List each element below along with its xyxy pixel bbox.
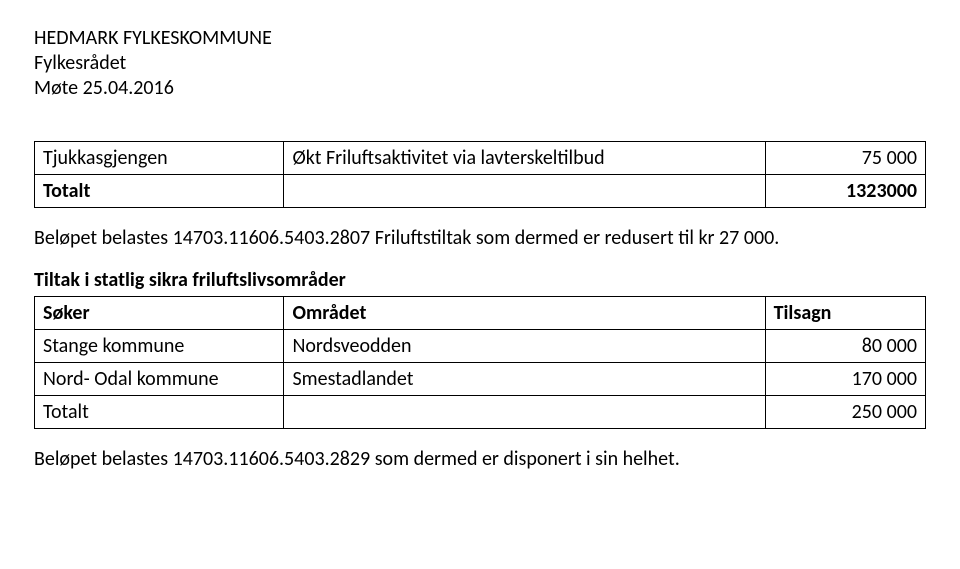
cell: Nord- Odal kommune	[35, 363, 284, 396]
table-1: Tjukkasgjengen Økt Friluftsaktivitet via…	[34, 141, 926, 208]
org-name: HEDMARK FYLKESKOMMUNE	[34, 26, 926, 51]
cell	[284, 396, 765, 429]
cell: Totalt	[35, 396, 284, 429]
table-row: Søker Området Tilsagn	[35, 297, 926, 330]
paragraph-2: Beløpet belastes 14703.11606.5403.2829 s…	[34, 447, 926, 471]
table-row: Totalt 250 000	[35, 396, 926, 429]
cell: 75 000	[765, 142, 925, 175]
cell: 1323000	[765, 175, 925, 208]
cell: Området	[284, 297, 765, 330]
cell: Nordsveodden	[284, 330, 765, 363]
cell: Smestadlandet	[284, 363, 765, 396]
cell: Tjukkasgjengen	[35, 142, 284, 175]
meeting-date: Møte 25.04.2016	[34, 76, 926, 101]
cell	[284, 175, 765, 208]
dept-name: Fylkesrådet	[34, 51, 926, 76]
cell: Stange kommune	[35, 330, 284, 363]
cell: 250 000	[765, 396, 925, 429]
cell: Økt Friluftsaktivitet via lavterskeltilb…	[284, 142, 765, 175]
cell: 80 000	[765, 330, 925, 363]
cell: Tilsagn	[765, 297, 925, 330]
cell: Søker	[35, 297, 284, 330]
paragraph-1: Beløpet belastes 14703.11606.5403.2807 F…	[34, 226, 926, 250]
table-row: Nord- Odal kommune Smestadlandet 170 000	[35, 363, 926, 396]
table-row: Tjukkasgjengen Økt Friluftsaktivitet via…	[35, 142, 926, 175]
table-row: Totalt 1323000	[35, 175, 926, 208]
cell: 170 000	[765, 363, 925, 396]
section-title: Tiltak i statlig sikra friluftslivsområd…	[34, 268, 926, 292]
table-row: Stange kommune Nordsveodden 80 000	[35, 330, 926, 363]
cell: Totalt	[35, 175, 284, 208]
table-2: Søker Området Tilsagn Stange kommune Nor…	[34, 296, 926, 429]
